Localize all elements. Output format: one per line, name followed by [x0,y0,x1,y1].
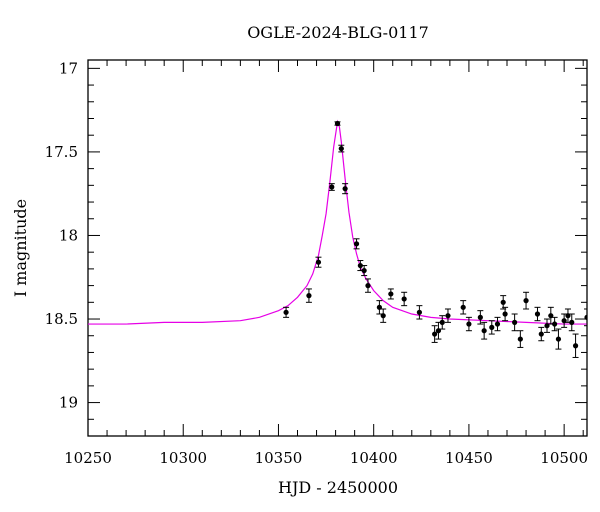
data-points-group [283,120,587,358]
data-point [305,288,312,303]
data-marker [517,336,523,342]
data-marker [489,324,495,330]
data-marker [534,311,541,317]
tick-labels: 10250 10300 10350 10400 10450 10500 17 17.5 18 18… [45,59,588,467]
data-point [401,291,408,307]
data-point [517,330,524,348]
data-point [477,310,484,325]
data-point [500,295,507,310]
x-tick-label: 10500 [540,449,588,467]
plot-frame [87,59,588,437]
data-point [523,291,530,310]
data-marker [380,313,386,319]
data-marker [432,331,438,337]
data-point [338,144,345,153]
data-point [502,306,509,322]
x-tick-label: 10400 [350,449,398,467]
data-point [364,278,371,293]
y-tick-label: 17 [59,59,78,77]
y-tick-label: 19 [59,394,78,412]
data-marker [365,283,371,289]
data-marker [416,309,422,315]
data-marker [481,328,487,334]
x-tick-label: 10250 [64,449,112,467]
data-marker [523,298,529,304]
data-point [334,120,341,127]
data-marker [500,299,506,305]
data-point [342,183,349,195]
data-marker [460,304,466,310]
data-point [465,316,472,332]
data-marker [306,293,312,299]
data-marker [569,319,575,325]
y-tick-label: 18.5 [45,310,78,328]
data-marker [361,267,367,274]
data-point [376,300,383,315]
data-marker [445,313,451,319]
x-tick-label: 10300 [159,449,207,467]
model-curve [88,119,587,325]
y-tick-label: 18 [59,226,78,244]
data-marker [466,321,472,327]
chart-title: OGLE-2024-BLG-0117 [247,23,429,42]
data-point [283,306,290,318]
y-axis-label: I magnitude [11,199,30,297]
data-point [547,306,554,325]
axis-ticks [87,60,587,437]
data-point [387,288,394,300]
data-point [538,326,545,342]
data-point [511,313,518,332]
x-axis-label: HJD - 2450000 [278,478,398,497]
data-marker [388,291,394,297]
data-marker [477,314,483,320]
data-marker [584,314,587,320]
data-point [361,265,368,277]
data-marker [502,311,508,317]
data-point [544,318,551,333]
data-point [555,328,562,350]
data-marker [283,309,289,315]
data-point [353,238,360,250]
data-point [435,321,442,340]
data-point [494,316,501,332]
data-marker [357,262,363,269]
data-marker [329,184,335,190]
data-marker [334,120,341,127]
data-marker [342,186,348,192]
y-tick-label: 17.5 [45,143,78,161]
x-tick-label: 10350 [255,449,303,467]
data-point [481,321,488,340]
data-point [416,305,423,320]
data-point [568,313,575,332]
data-point [564,308,571,323]
data-marker [555,336,562,342]
data-marker [401,296,407,302]
data-marker [572,343,579,349]
model-curve-group [88,119,587,325]
data-marker [552,321,558,327]
x-tick-label: 10450 [445,449,493,467]
data-point [328,183,335,191]
data-marker [315,259,322,265]
data-marker [512,319,518,325]
data-marker [494,321,501,327]
data-point [431,325,438,343]
data-point [488,320,495,335]
data-marker [538,331,544,337]
data-point [572,333,579,358]
data-point [444,308,451,323]
data-point [534,306,541,322]
data-marker [439,319,445,325]
data-point [315,256,322,268]
data-point [380,308,387,323]
data-point [551,316,558,332]
data-point [439,315,446,330]
data-point [584,308,587,327]
data-marker [353,241,360,247]
data-marker [338,145,344,152]
data-point [460,300,467,315]
